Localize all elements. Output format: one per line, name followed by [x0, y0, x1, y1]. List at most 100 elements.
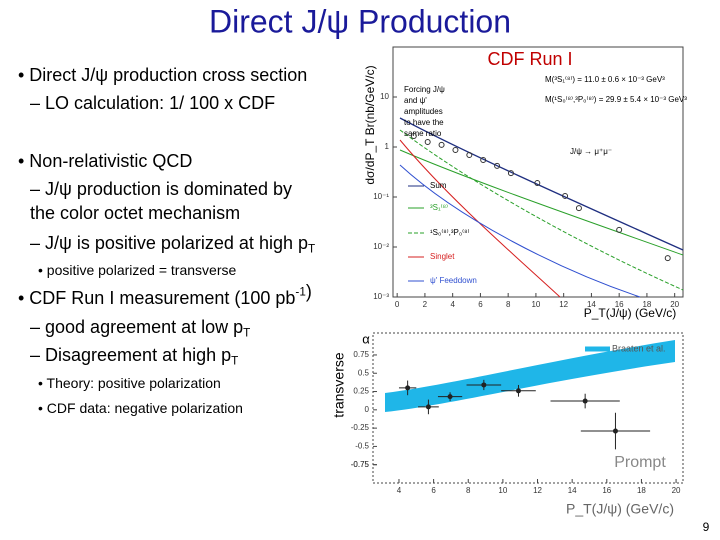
- x-tick-label: 14: [568, 486, 577, 495]
- text-run: ): [306, 281, 312, 301]
- text-run: • positive polarized = transverse: [38, 262, 236, 278]
- y-tick-label: 0.5: [358, 368, 370, 377]
- curve-octet-2: [399, 129, 684, 291]
- curve-singlet: [399, 139, 561, 298]
- legend-label: Singlet: [430, 252, 455, 261]
- y-tick-label: 0: [365, 405, 370, 414]
- bullet-line: the color octet mechanism: [30, 203, 240, 223]
- x-tick-label: 8: [506, 300, 511, 309]
- bullet-line: – J/ψ production is dominated by: [30, 179, 292, 199]
- text-run: • CDF Run I measurement (100 pb: [18, 288, 295, 308]
- plot-title: CDF Run I: [487, 49, 572, 69]
- text-run: – J/ψ production is dominated by: [30, 179, 292, 199]
- text-run: – J/ψ is positive polarized at high p: [30, 233, 308, 253]
- legend-label: ¹S₀⁽⁸⁾,³P₀⁽⁸⁾: [430, 228, 470, 237]
- text-run: – LO calculation: 1/ 100 x CDF: [30, 93, 275, 113]
- data-point: [466, 152, 473, 159]
- y-axis-label: dσ/dP_T Br(nb/GeV/c): [363, 65, 377, 184]
- bullet-line: – good agreement at low pT: [30, 317, 250, 340]
- data-point: [452, 147, 459, 154]
- x-tick-label: 4: [397, 486, 402, 495]
- x-tick-label: 10: [498, 486, 507, 495]
- legend-label: ³S₁⁽⁸⁾: [430, 203, 448, 212]
- x-tick-label: 16: [615, 300, 624, 309]
- page-number: 9: [703, 520, 710, 534]
- x-tick-label: 10: [531, 300, 540, 309]
- y-axis-label: α: [362, 331, 370, 346]
- x-tick-label: 12: [533, 486, 542, 495]
- data-point: [582, 398, 588, 404]
- text-run: the color octet mechanism: [30, 203, 240, 223]
- x-tick-label: 2: [423, 300, 428, 309]
- annotation: same ratio: [404, 129, 442, 138]
- x-tick-label: 6: [478, 300, 483, 309]
- y-tick-label: 10⁻²: [373, 242, 389, 251]
- y-tick-label: -0.75: [351, 460, 370, 469]
- bullet-line: • CDF data: negative polarization: [38, 400, 243, 416]
- data-point: [447, 394, 453, 400]
- text-run: • Direct J/ψ production cross section: [18, 65, 307, 85]
- data-point: [534, 180, 541, 187]
- annotation: to have the: [404, 118, 444, 127]
- data-point: [410, 132, 417, 139]
- superscript: -1: [295, 286, 305, 299]
- slide-title: Direct J/ψ Production: [209, 3, 511, 39]
- data-point: [494, 162, 501, 169]
- data-point: [664, 255, 671, 262]
- annotation: J/ψ → μ⁺μ⁻: [570, 147, 612, 156]
- data-point: [575, 205, 582, 212]
- data-point: [424, 138, 431, 145]
- curve-feeddown: [399, 164, 641, 298]
- data-point: [481, 382, 487, 388]
- y-tick-label: 10⁻¹: [373, 192, 389, 201]
- annotation: Forcing J/ψ: [404, 85, 445, 94]
- bullet-line: • Direct J/ψ production cross section: [18, 65, 307, 85]
- y-tick-label: 10: [380, 92, 389, 101]
- subscript: T: [231, 354, 238, 367]
- y-tick-label: -0.75: [351, 460, 370, 469]
- annotation: M(¹S₀⁽⁸⁾,³P₀⁽⁸⁾) = 29.9 ± 5.4 × 10⁻³ GeV…: [545, 95, 687, 104]
- x-tick-label: 20: [670, 300, 679, 309]
- bullet-line: • Theory: positive polarization: [38, 375, 221, 391]
- x-tick-label: 18: [642, 300, 651, 309]
- theory-band: [385, 340, 675, 412]
- annotation: Braaten et al.: [612, 343, 666, 353]
- annotation: and ψ': [404, 96, 427, 105]
- y-tick-label: 0.25: [353, 387, 369, 396]
- data-point: [425, 404, 431, 410]
- x-tick-label: 8: [466, 486, 471, 495]
- x-tick-label: 4: [450, 300, 455, 309]
- data-point: [562, 192, 569, 199]
- data-point: [515, 388, 521, 394]
- annotation: M(³S₁⁽⁸⁾) = 11.0 ± 0.6 × 10⁻³ GeV³: [545, 75, 665, 84]
- subscript: T: [308, 242, 315, 255]
- bullet-line: • CDF Run I measurement (100 pb-1): [18, 281, 312, 307]
- data-point: [405, 385, 411, 391]
- curve-octet: [399, 149, 684, 256]
- text-run: • CDF data: negative polarization: [38, 400, 243, 416]
- legend-label: ψ' Feeddown: [430, 276, 477, 285]
- data-point: [616, 226, 623, 233]
- bullet-line: – J/ψ is positive polarized at high pT: [30, 233, 315, 256]
- text-run: • Non-relativistic QCD: [18, 151, 192, 171]
- x-tick-label: 0: [395, 300, 400, 309]
- y-tick-label: 0.75: [353, 350, 369, 359]
- text-run: – Disagreement at high p: [30, 345, 231, 365]
- data-point: [480, 156, 487, 163]
- data-point: [438, 141, 445, 148]
- side-label: transverse: [331, 352, 347, 418]
- plot-frame: [392, 46, 684, 298]
- bullet-line: – Disagreement at high pT: [30, 345, 238, 368]
- curve-sum: [399, 117, 684, 251]
- text-run: – good agreement at low p: [30, 317, 243, 337]
- x-axis-label: P_T(J/ψ) (GeV/c): [566, 501, 674, 517]
- x-tick-label: 12: [559, 300, 568, 309]
- data-point: [612, 428, 618, 434]
- x-tick-label: 18: [637, 486, 646, 495]
- data-point: [507, 170, 514, 177]
- bullet-line: • positive polarized = transverse: [38, 262, 236, 278]
- y-tick-label: 10⁻³: [373, 292, 389, 301]
- plot-frame: [372, 332, 684, 484]
- legend-label: Sum: [430, 181, 447, 190]
